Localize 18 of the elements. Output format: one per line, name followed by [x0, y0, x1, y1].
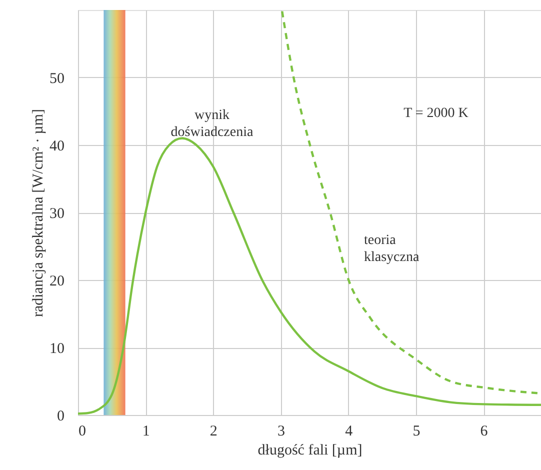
y-tick-label: 20: [50, 274, 64, 290]
x-tick-label: 3: [278, 424, 286, 440]
x-tick-label: 2: [210, 424, 218, 440]
x-tick-label: 1: [142, 424, 150, 440]
annotation: teoria klasyczna: [364, 233, 420, 265]
annotation: T = 2000 K: [404, 106, 468, 121]
y-tick-label: 10: [50, 341, 64, 357]
y-tick-label: 30: [50, 206, 64, 222]
y-tick-label: 0: [57, 408, 64, 424]
x-tick-label: 5: [412, 424, 420, 440]
y-tick-label: 50: [50, 71, 64, 87]
x-tick-label: 4: [345, 424, 354, 440]
y-tick-label: 40: [50, 138, 64, 154]
y-axis-title: radiancja spektralna [W/cm² · µm]: [30, 108, 46, 318]
x-axis-title: długość fali [µm]: [258, 442, 362, 458]
x-tick-label: 0: [78, 424, 86, 440]
annotation: wynik doświadczenia: [170, 108, 254, 140]
x-tick-label: 6: [480, 424, 488, 440]
